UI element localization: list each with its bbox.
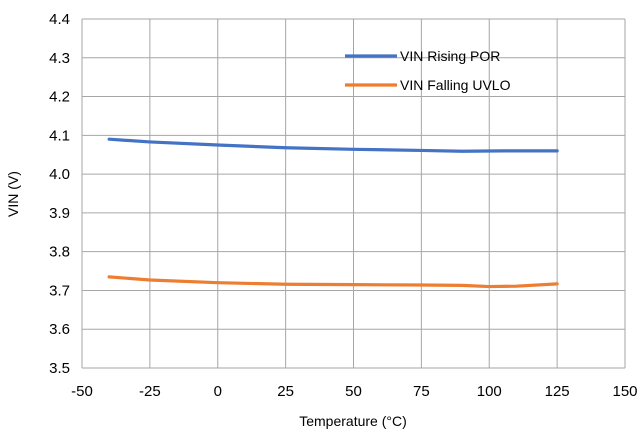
y-tick-label: 4.4 [49, 11, 70, 28]
y-tick-label: 3.6 [49, 321, 70, 338]
x-tick-label: 25 [277, 383, 294, 400]
series-line-2 [107, 275, 559, 289]
x-tick-label: 0 [214, 383, 222, 400]
legend: VIN Rising POR VIN Falling UVLO [345, 48, 511, 93]
y-tick-label: 3.8 [49, 244, 70, 261]
y-tick-label: 3.7 [49, 282, 70, 299]
legend-label-1: VIN Rising POR [400, 48, 500, 64]
x-tick-label: 100 [477, 383, 502, 400]
series-layer [107, 137, 559, 289]
x-axis-ticks: -50 -25 0 25 50 75 100 125 150 [71, 383, 637, 400]
x-tick-label: 150 [612, 383, 637, 400]
grid [81, 18, 626, 369]
y-axis-ticks: 3.5 3.6 3.7 3.8 3.9 4.0 4.1 4.2 4.3 4.4 [49, 11, 70, 377]
y-tick-label: 4.2 [49, 89, 70, 106]
y-tick-label: 4.1 [49, 127, 70, 144]
y-tick-label: 4.0 [49, 166, 70, 183]
legend-label-2: VIN Falling UVLO [400, 77, 511, 93]
y-tick-label: 4.3 [49, 50, 70, 67]
y-tick-label: 3.9 [49, 205, 70, 222]
x-tick-label: -50 [71, 383, 93, 400]
x-tick-label: -25 [139, 383, 161, 400]
y-axis-label: VIN (V) [5, 171, 21, 217]
series-line-1 [107, 137, 559, 153]
y-tick-label: 3.5 [49, 360, 70, 377]
x-axis-label: Temperature (°C) [299, 413, 407, 429]
x-tick-label: 125 [545, 383, 570, 400]
x-tick-label: 50 [345, 383, 362, 400]
x-tick-label: 75 [413, 383, 430, 400]
